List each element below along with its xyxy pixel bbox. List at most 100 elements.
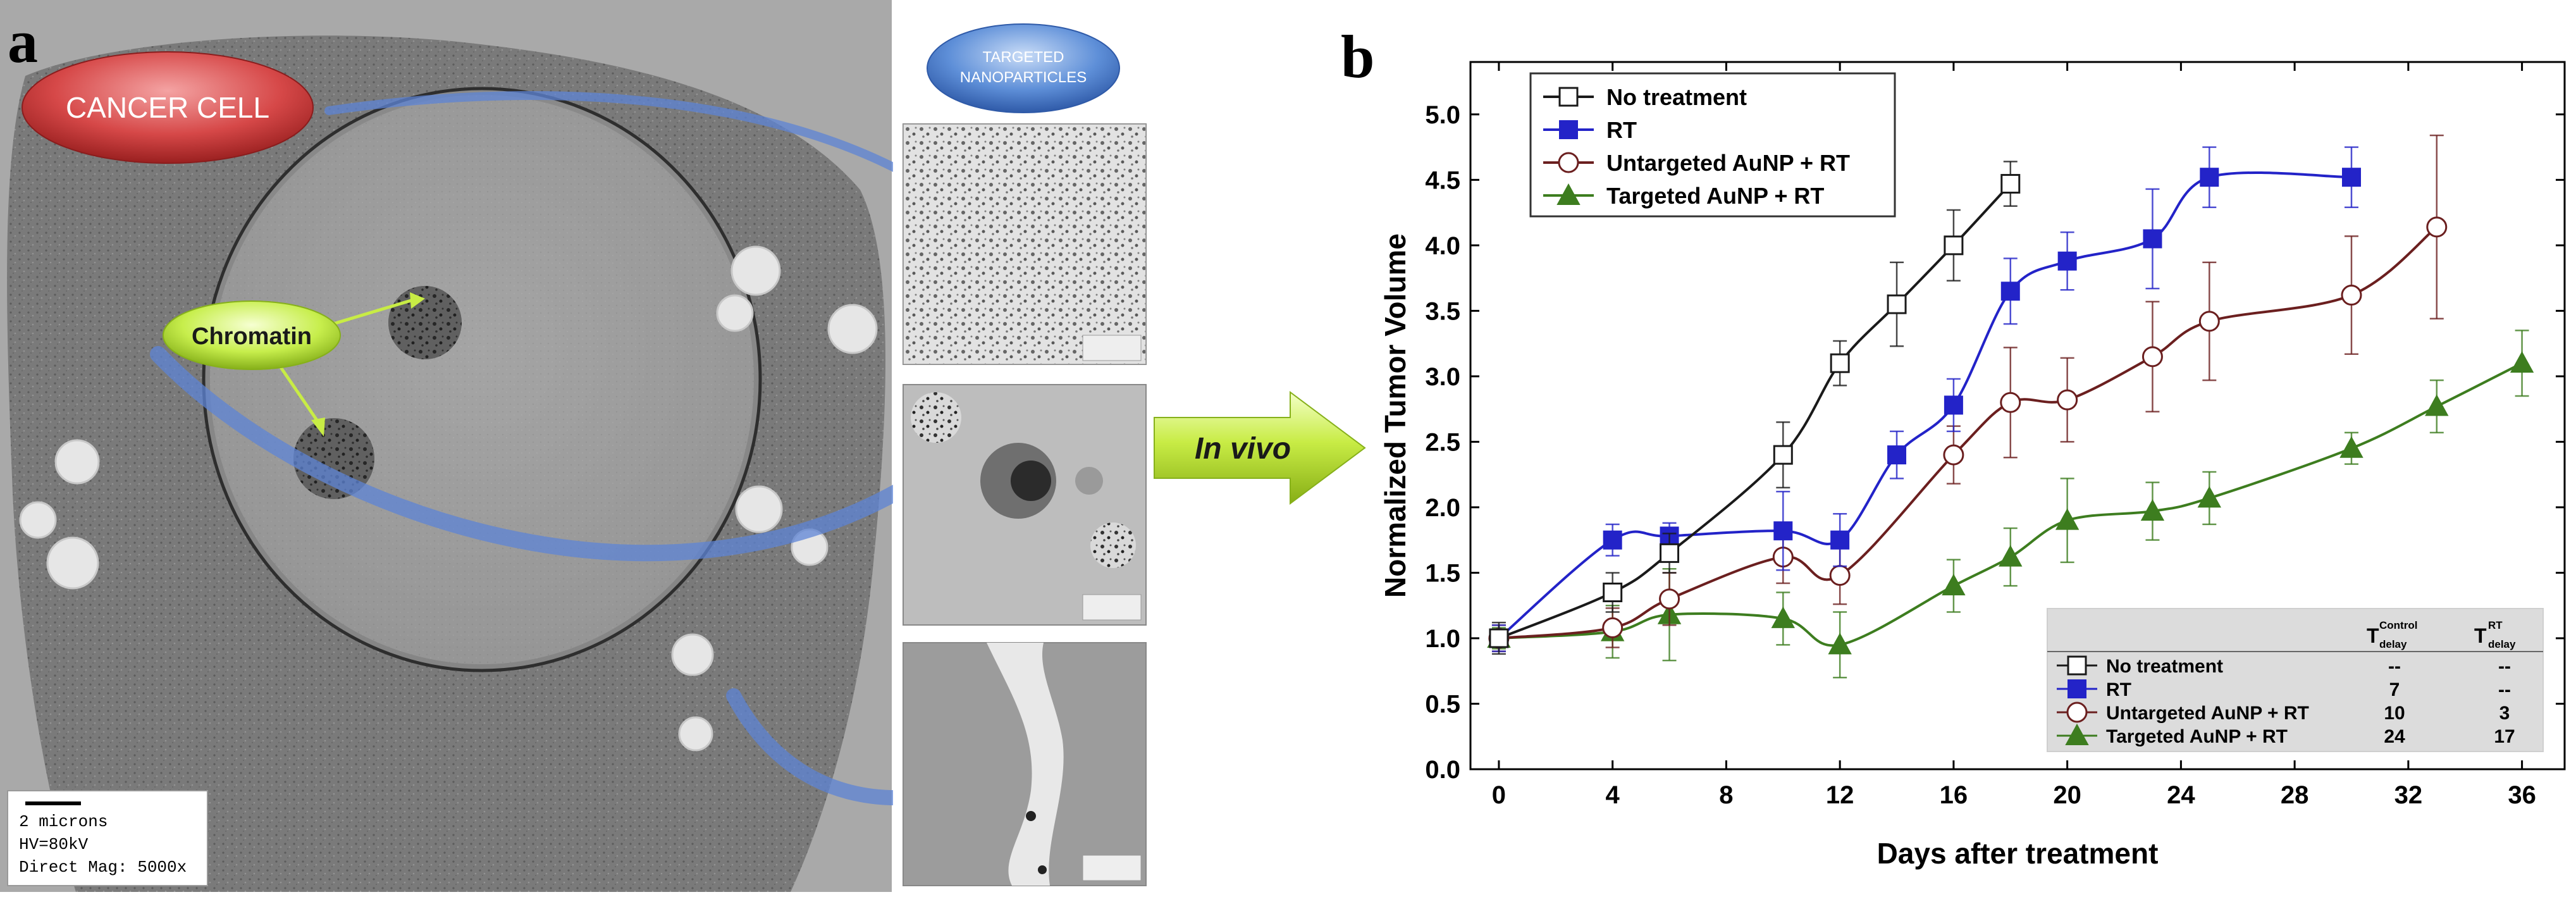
legend-label: RT [1606, 117, 1637, 143]
scale-line2: HV=80kV [19, 835, 89, 854]
table-row-name: Untargeted AuNP + RT [2106, 703, 2309, 724]
chromatin-clusters [293, 286, 462, 499]
series-rt [1489, 146, 2361, 652]
legend-marker [1558, 152, 1579, 173]
table-row-name: No treatment [2106, 656, 2223, 677]
data-point [1942, 574, 1966, 596]
nucleus-texture [210, 95, 754, 664]
table-rt-value: -- [2498, 679, 2511, 700]
data-point [1602, 617, 1624, 638]
data-point [2000, 281, 2020, 301]
data-point [1999, 545, 2023, 567]
legend-marker [1556, 183, 1581, 205]
x-tick-label: 8 [1719, 781, 1733, 809]
table-header-rt: T RT delay [2474, 619, 2516, 650]
in-vivo-arrow: In vivo [1154, 391, 1366, 505]
x-tick-label: 28 [2281, 781, 2309, 809]
legend-marker [1559, 120, 1578, 139]
data-point [2197, 486, 2222, 508]
vesicles [19, 245, 878, 752]
data-point [2425, 394, 2449, 416]
plot-border [1469, 61, 2566, 770]
header-rt-sup: RT [2488, 619, 2503, 631]
header-control-sub: delay [2379, 638, 2407, 650]
y-tick-label: 0.0 [1425, 756, 1460, 784]
legend-label: Targeted AuNP + RT [1606, 183, 1824, 209]
data-point [2000, 392, 2021, 413]
data-point [2057, 251, 2077, 271]
series-no-treatment [1489, 161, 2021, 655]
data-point [2057, 389, 2078, 411]
data-point [2339, 436, 2363, 458]
y-tick-label: 4.5 [1425, 166, 1460, 194]
data-point [1887, 294, 1907, 314]
data-point [2200, 168, 2219, 187]
table-control-value: 10 [2384, 703, 2405, 724]
series-layer [1487, 134, 2534, 679]
table-marker [2066, 702, 2088, 723]
y-tick-label: 1.5 [1425, 559, 1460, 587]
data-point [2510, 351, 2534, 373]
targeted-np-badge [927, 23, 1120, 113]
x-tick-label: 20 [2053, 781, 2081, 809]
x-axis-label: Days after treatment [1877, 837, 2159, 870]
x-tick-label: 16 [1940, 781, 1968, 809]
y-tick-label: 3.5 [1425, 297, 1460, 325]
data-point [1887, 445, 1907, 465]
data-point [2055, 508, 2080, 530]
cancer-cell-label: CANCER CELL [66, 91, 269, 124]
series-targeted-aunp-rt [1487, 330, 2534, 679]
legend: No treatment RT Untargeted AuNP + RT Target… [1529, 72, 1896, 218]
plot-frame [1469, 61, 2566, 770]
header-control-t: T [2367, 624, 2379, 647]
data-point [1489, 628, 1509, 648]
data-point [1828, 633, 1852, 655]
table-marker [2067, 655, 2087, 676]
panel-a: 2 microns HV=80kV Direct Mag: 5000x CANC… [0, 0, 1012, 893]
series-line [1498, 171, 2351, 640]
in-vivo-label: In vivo [1195, 432, 1291, 466]
axis-ticks: 0 4 8 12 16 20 24 28 32 36 0.0 0.5 1.0 1.5 2.0 2.5 3.0 3.… [1425, 62, 2565, 809]
scale-line3: Direct Mag: 5000x [19, 858, 187, 877]
data-point [1773, 445, 1793, 465]
data-point [1944, 395, 1963, 415]
table-rt-value: -- [2498, 656, 2511, 677]
table-rt-value: 3 [2499, 703, 2510, 724]
scale-info-box: 2 microns HV=80kV Direct Mag: 5000x [7, 790, 208, 886]
y-tick-label: 5.0 [1425, 101, 1460, 129]
inset-3 [903, 642, 1147, 886]
data-point [1660, 543, 1680, 563]
data-point [2426, 216, 2448, 238]
y-tick-label: 0.5 [1425, 690, 1460, 718]
x-tick-label: 4 [1606, 781, 1620, 809]
x-tick-label: 32 [2394, 781, 2423, 809]
cancer-cell-badge: CANCER CELL [22, 51, 314, 164]
table-marker [2065, 723, 2089, 745]
data-point [1603, 583, 1623, 602]
table-row-name: RT [2106, 679, 2131, 700]
chromatin-label: Chromatin [192, 323, 312, 350]
scale-line1: 2 microns [19, 812, 108, 831]
nanoparticle-insets: TARGETED NANOPARTICLES [893, 0, 1159, 892]
data-point [2341, 168, 2361, 187]
chart-b: 0 4 8 12 16 20 24 28 32 36 0.0 0.5 1.0 1.5 2.0 2.5 3.0 3.… [1379, 61, 2566, 870]
x-tick-label: 36 [2508, 781, 2536, 809]
data-point [2142, 346, 2163, 368]
y-axis-label: Normalized Tumor Volume [1379, 233, 1412, 598]
legend-marker [1558, 87, 1579, 107]
x-tick-label: 0 [1492, 781, 1506, 809]
table-marker [2068, 679, 2086, 698]
data-point [1659, 588, 1680, 610]
table-control-value: 24 [2384, 726, 2405, 747]
panel-a-label: a [8, 8, 38, 75]
data-point [2140, 499, 2165, 521]
table-rt-value: 17 [2494, 726, 2515, 747]
y-tick-label: 3.0 [1425, 363, 1460, 391]
panel-b-label: b [1341, 23, 1374, 90]
data-point [1830, 353, 1850, 373]
header-control-sup: Control [2379, 619, 2417, 631]
table-header-control: T Control delay [2367, 619, 2417, 650]
table-control-value: 7 [2389, 679, 2400, 700]
data-point [2143, 229, 2162, 249]
delay-table: T Control delay T RT delay No treatment -… [2047, 608, 2544, 752]
